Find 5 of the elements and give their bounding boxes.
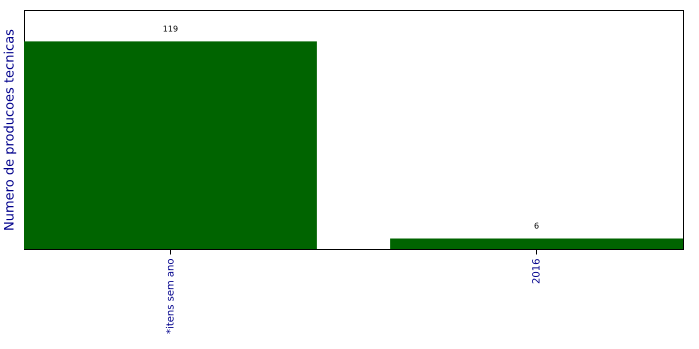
data-label: 6 — [534, 222, 540, 231]
x-tick-label: *itens sem ano — [165, 258, 176, 334]
data-label: 119 — [162, 24, 178, 34]
y-axis-title: Numero de producoes tecnicas — [2, 28, 18, 231]
x-tick-label: 2016 — [532, 258, 543, 284]
